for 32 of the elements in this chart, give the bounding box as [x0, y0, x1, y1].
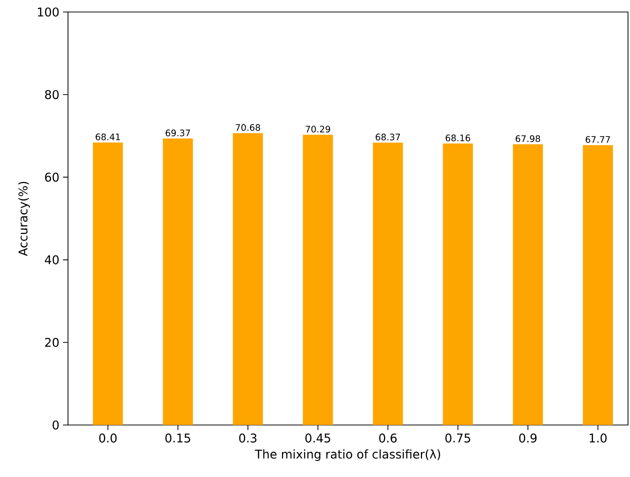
- data-label: 67.98: [516, 135, 540, 142]
- data-label: 70.29: [306, 126, 330, 133]
- y-tick-label: 40: [44, 255, 59, 264]
- data-label: 67.77: [586, 136, 610, 143]
- data-label: 68.41: [96, 133, 120, 140]
- bar: [232, 133, 263, 425]
- x-tick-label: 1.0: [590, 434, 607, 443]
- x-tick-label: 0.9: [519, 434, 537, 443]
- data-label: 69.37: [166, 130, 190, 136]
- data-label: 68.37: [376, 134, 400, 140]
- y-tick-label: 80: [45, 90, 59, 100]
- bar: [512, 144, 543, 425]
- y-tick-label: 0: [52, 420, 59, 430]
- x-tick-label: 0.45: [305, 434, 330, 443]
- x-tick-label: 0.6: [379, 434, 397, 443]
- bar: [302, 134, 333, 425]
- x-tick-label: 0.15: [165, 434, 190, 443]
- bar: [582, 145, 613, 425]
- data-label: 68.16: [446, 134, 470, 142]
- y-tick-label: 20: [45, 338, 59, 347]
- bar: [92, 142, 123, 425]
- y-tick-label: 100: [38, 7, 59, 17]
- bar: [162, 138, 193, 425]
- x-tick-label: 0.0: [99, 434, 117, 443]
- bar: [372, 142, 403, 425]
- bar: [442, 143, 473, 425]
- y-axis-title: Accuracy(%): [18, 182, 30, 256]
- x-tick-label: 0.3: [239, 434, 256, 443]
- data-label: 70.68: [236, 124, 260, 131]
- x-axis-title: The mixing ratio of classifier(λ): [254, 449, 440, 461]
- y-tick-label: 60: [45, 172, 59, 182]
- x-tick-label: 0.75: [445, 434, 470, 443]
